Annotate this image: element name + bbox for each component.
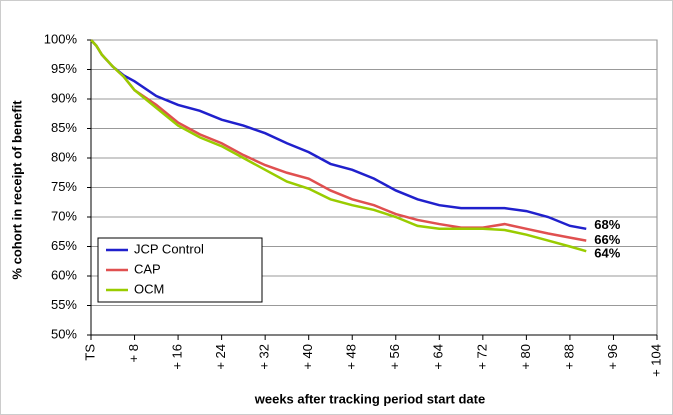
y-tick-label: 75% — [51, 179, 77, 194]
x-tick-label: + 32 — [257, 344, 272, 370]
y-tick-label: 55% — [51, 297, 77, 312]
series-line — [90, 39, 587, 231]
x-tick-label: + 80 — [518, 344, 533, 370]
x-tick-label: + 24 — [213, 344, 228, 370]
data-label: 64% — [594, 246, 620, 261]
legend-label: JCP Control — [134, 241, 204, 256]
x-tick-label: + 48 — [344, 344, 359, 370]
y-tick-label: 95% — [51, 61, 77, 76]
y-tick-label: 65% — [51, 238, 77, 253]
y-axis-title: % cohort in receipt of benefit — [9, 100, 24, 280]
x-tick-label: + 64 — [431, 344, 446, 370]
x-tick-label: + 56 — [387, 344, 402, 370]
x-tick-label: TS — [82, 344, 97, 361]
data-label: 66% — [594, 232, 620, 247]
legend-label: CAP — [134, 261, 161, 276]
x-tick-label: + 8 — [126, 344, 141, 362]
x-tick-label: + 96 — [605, 344, 620, 370]
x-tick-label: + 16 — [170, 344, 185, 370]
y-tick-label: 100% — [44, 31, 78, 46]
y-tick-label: 80% — [51, 149, 77, 164]
y-tick-label: 85% — [51, 120, 77, 135]
legend-label: OCM — [134, 281, 164, 296]
y-tick-label: 90% — [51, 90, 77, 105]
y-tick-label: 50% — [51, 326, 77, 341]
series-line — [90, 39, 587, 253]
x-tick-label: + 88 — [561, 344, 576, 370]
x-axis-title: weeks after tracking period start date — [254, 391, 485, 406]
x-tick-label: + 40 — [300, 344, 315, 370]
x-tick-label: + 72 — [474, 344, 489, 370]
y-tick-label: 60% — [51, 267, 77, 282]
x-tick-label: + 104 — [648, 344, 663, 377]
data-label: 68% — [594, 217, 620, 232]
y-tick-label: 70% — [51, 208, 77, 223]
